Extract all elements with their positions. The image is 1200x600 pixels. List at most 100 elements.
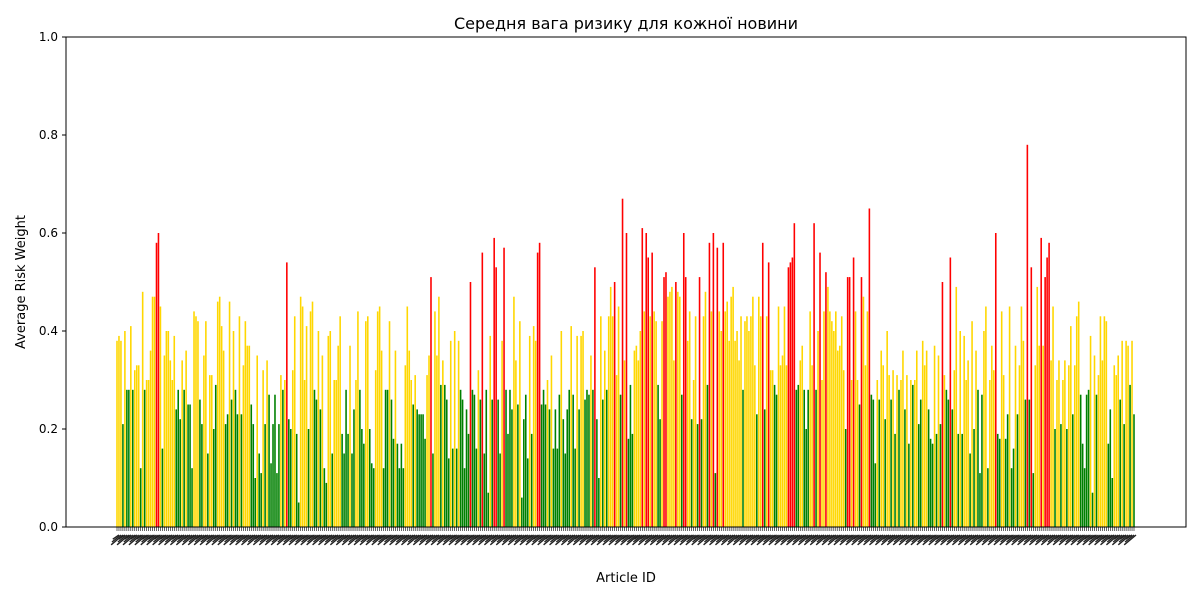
x-tick-label [454,534,468,546]
bar [789,262,792,527]
x-tick-label [995,534,1003,540]
x-tick-label [817,534,825,540]
bar [580,335,582,527]
bar [1064,360,1066,527]
x-tick-label [934,534,947,546]
x-tick-label [799,534,807,540]
x-tick-label [698,534,706,540]
x-tick-label [803,534,817,546]
x-tick-label [987,534,1001,546]
x-tick-label [384,534,394,543]
bar [919,399,922,527]
x-tick-label [383,534,396,546]
bar [139,468,142,527]
x-tick-label [585,534,596,543]
x-tick-label [165,534,173,540]
bar [906,375,908,527]
y-tick-label: 0.6 [39,226,58,240]
bar [1020,306,1023,527]
x-tick-label [224,534,234,543]
bar [203,355,205,527]
bar [1046,257,1048,527]
x-tick-label [722,534,730,540]
bar [422,414,424,527]
x-tick-label [1060,534,1068,540]
bar [343,453,345,527]
x-tick-label [1107,534,1115,540]
x-tick-label [567,534,578,543]
x-tick-label [484,534,495,543]
x-tick-label [479,534,487,540]
bar [319,409,322,527]
x-tick-label [975,534,989,546]
bar [600,316,602,527]
bar [923,365,926,527]
bar [118,335,120,527]
bar [657,384,659,527]
bar [578,409,580,527]
x-tick-label [675,534,683,540]
x-tick-label [170,534,181,543]
bar [286,262,288,527]
x-tick-label [667,534,681,546]
x-tick-label [906,534,914,540]
bar [973,429,975,527]
bar [321,355,324,527]
bar [625,233,628,527]
bar [941,282,944,527]
bar [981,394,983,527]
y-tick-label: 0.2 [39,422,58,436]
bar [159,306,162,527]
x-tick-label [485,534,493,540]
x-tick-label [112,534,120,540]
bar [426,375,428,527]
bar [558,394,561,527]
x-tick-label [637,534,651,546]
x-ticks-group [110,527,1137,546]
x-tick-label [620,534,633,546]
x-tick-label [1018,534,1026,540]
x-tick-label [1017,534,1028,543]
bar [244,321,247,527]
bar [706,384,709,527]
x-tick-label [912,534,920,540]
x-tick-label [284,534,292,540]
x-tick-label [804,534,815,543]
x-tick-label [810,534,821,543]
x-tick-label [301,534,311,543]
bar [1042,345,1044,527]
bar [736,331,738,527]
bar [1004,438,1007,527]
x-tick-label [312,534,325,546]
bar [420,414,422,527]
bar [1091,492,1094,527]
x-tick-label [525,534,539,546]
bar [459,389,462,527]
bar [222,350,225,527]
bar [959,331,962,527]
bar [499,453,501,527]
bar [528,335,531,527]
x-tick-label [288,534,302,546]
x-tick-label [1046,534,1060,546]
x-tick-label [953,534,961,540]
bar [831,321,833,527]
x-tick-label [473,534,481,540]
bar [122,424,124,527]
x-tick-label [757,534,768,543]
bar [603,350,606,527]
x-tick-label [893,534,904,543]
bar [949,257,952,527]
bar [858,404,861,527]
bar [566,409,569,527]
bar [629,384,632,527]
bar [680,394,683,527]
x-tick-label [502,534,513,543]
bar [785,365,788,527]
bar [738,360,740,527]
bar [574,448,576,527]
x-tick-label [668,534,679,543]
bar [925,350,928,527]
bar [621,198,624,527]
x-tick-label [259,534,270,543]
